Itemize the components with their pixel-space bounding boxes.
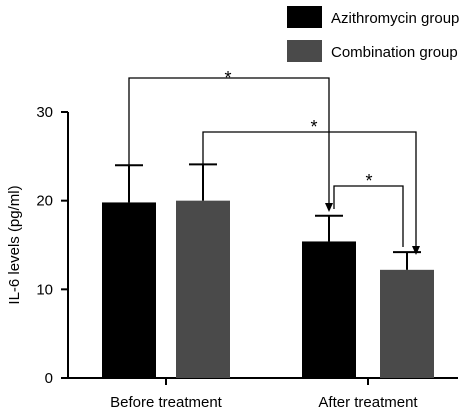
x-tick-label-before-treatment: Before treatment <box>110 394 223 411</box>
y-axis: 0 10 20 30 IL-6 levels (pg/ml) <box>6 104 69 387</box>
x-axis: Before treatment After treatment <box>68 377 458 411</box>
significance-brackets: * * * <box>128 68 420 255</box>
significance-bracket-azithromycin <box>128 77 330 209</box>
significance-bracket-after <box>333 185 404 247</box>
y-axis-label: IL-6 levels (pg/ml) <box>6 185 23 304</box>
y-tick-label-20: 20 <box>36 193 53 210</box>
bars <box>102 163 434 378</box>
legend-swatch-combination <box>287 40 322 62</box>
x-tick-label-after-treatment: After treatment <box>318 394 418 411</box>
bar-azithromycin-before <box>102 202 156 378</box>
significance-arrowhead-azithromycin <box>325 203 333 212</box>
significance-arrowhead-combination <box>412 246 420 255</box>
legend-swatch-azithromycin <box>287 6 322 28</box>
significance-star-after: * <box>365 171 372 191</box>
significance-star-combination: * <box>310 117 317 137</box>
y-tick-label-30: 30 <box>36 104 53 121</box>
legend-label-combination: Combination group <box>331 44 458 61</box>
significance-bracket-combination <box>202 131 417 252</box>
legend: Azithromycin group Combination group <box>287 6 459 62</box>
y-tick-label-0: 0 <box>45 370 53 387</box>
significance-star-azithromycin: * <box>224 68 231 88</box>
bar-combination-before <box>176 200 230 378</box>
bar-azithromycin-after <box>302 241 356 378</box>
y-tick-label-10: 10 <box>36 281 53 298</box>
bar-combination-after <box>380 269 434 378</box>
legend-label-azithromycin: Azithromycin group <box>331 10 459 27</box>
